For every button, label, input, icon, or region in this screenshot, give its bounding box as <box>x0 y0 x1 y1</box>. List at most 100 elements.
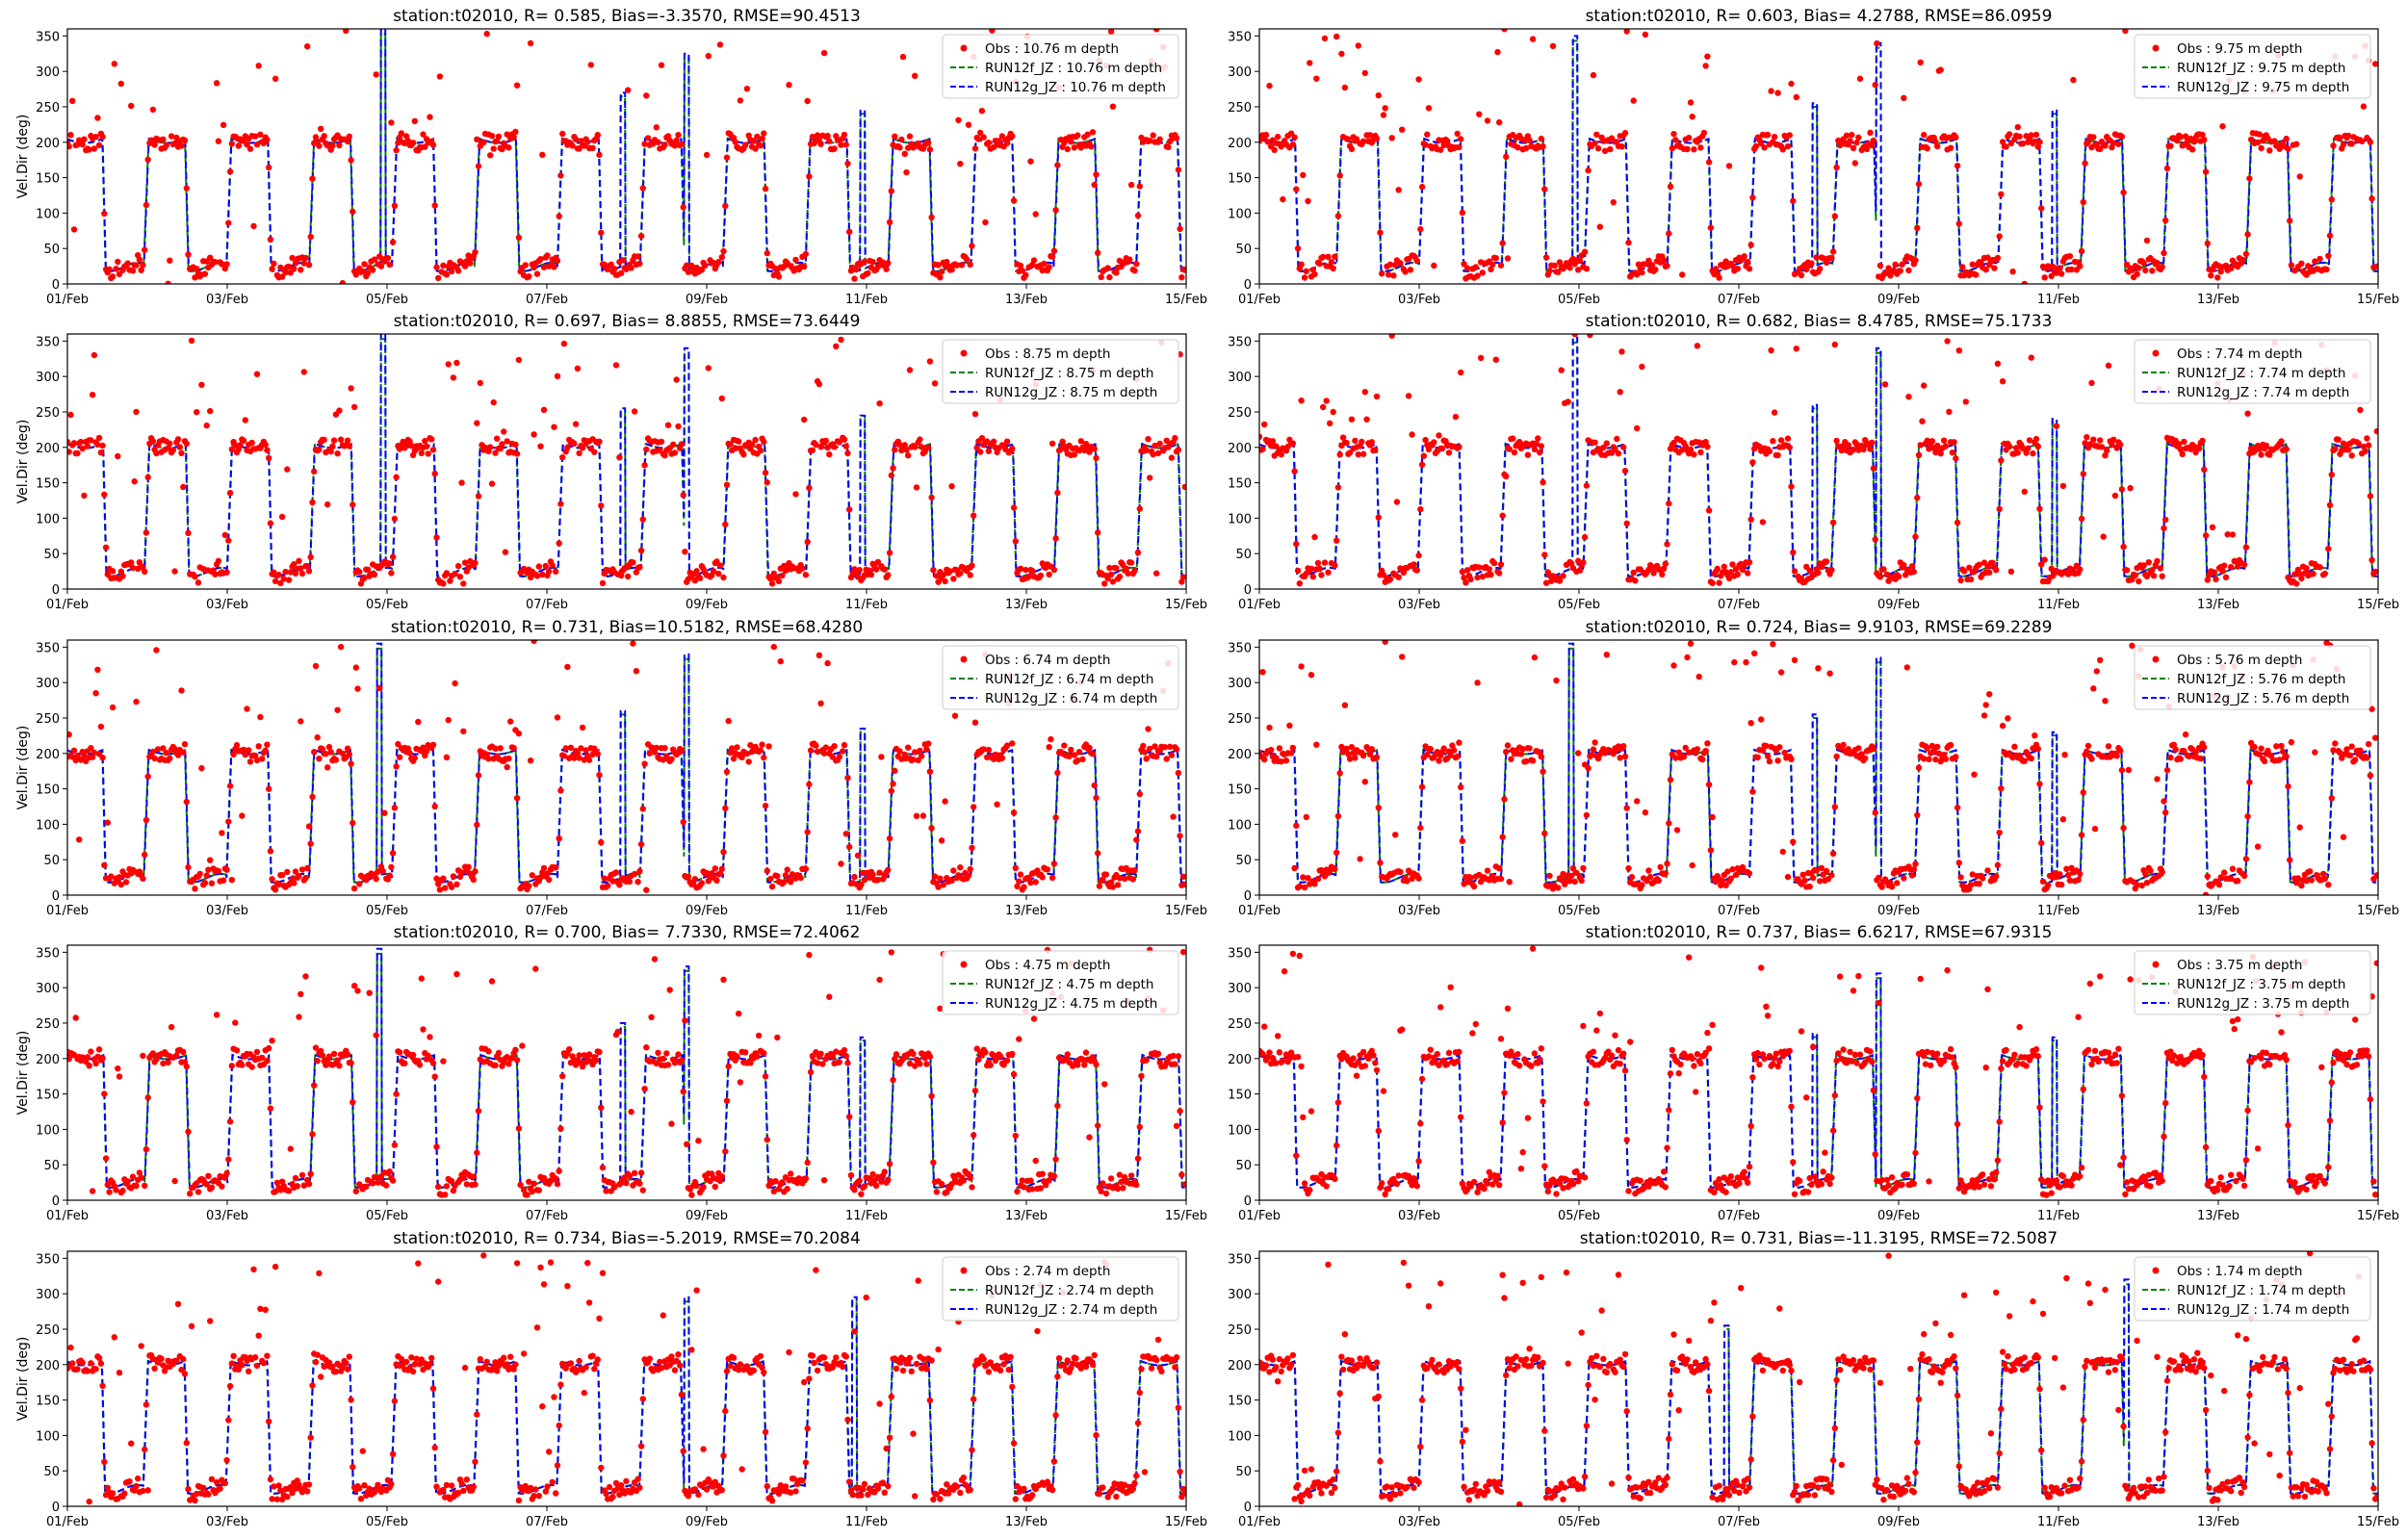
obs-point <box>1133 261 1140 268</box>
obs-point <box>2293 880 2300 886</box>
obs-point <box>804 97 811 105</box>
obs-point <box>1526 745 1533 752</box>
x-tick-label: 13/Feb <box>1005 1209 1048 1223</box>
obs-point <box>160 745 167 752</box>
obs-point <box>2177 756 2185 762</box>
obs-point <box>1993 873 2000 880</box>
obs-point <box>228 877 235 884</box>
obs-point <box>1833 164 1840 171</box>
legend-entry: RUN12f_JZ : 6.74 m depth <box>985 672 1154 687</box>
obs-point <box>564 663 571 671</box>
obs-point <box>257 713 264 721</box>
y-axis-label: Vel.Dir (deg) <box>15 115 31 199</box>
obs-point <box>1373 135 1381 142</box>
obs-point <box>1145 436 1152 443</box>
legend-marker-obs <box>960 961 968 968</box>
obs-point <box>1935 750 1943 757</box>
y-tick-label: 100 <box>1228 512 1252 526</box>
obs-point <box>226 168 234 175</box>
obs-point <box>1699 756 1706 763</box>
obs-point <box>2082 440 2088 447</box>
obs-point <box>1662 870 1669 877</box>
obs-point <box>348 1060 354 1066</box>
obs-point <box>264 447 271 453</box>
obs-point <box>1032 211 1039 218</box>
obs-point <box>881 1168 888 1175</box>
obs-point <box>765 743 772 750</box>
obs-point <box>2321 875 2328 883</box>
obs-point <box>1289 440 1297 447</box>
obs-point <box>802 1175 810 1182</box>
obs-point <box>1154 1050 1162 1058</box>
obs-point <box>111 61 118 67</box>
obs-point <box>2177 134 2185 141</box>
obs-point <box>831 743 838 750</box>
obs-point <box>628 265 634 271</box>
obs-point <box>1576 257 1584 265</box>
obs-point <box>885 866 892 874</box>
y-tick-label: 250 <box>1228 406 1252 421</box>
obs-point <box>183 185 190 192</box>
obs-point <box>797 874 804 882</box>
obs-point <box>557 1125 564 1132</box>
obs-point <box>1679 271 1686 278</box>
obs-point <box>443 754 451 760</box>
obs-point <box>1881 381 1889 388</box>
x-tick-label: 05/Feb <box>1558 293 1600 307</box>
obs-point <box>737 1079 744 1086</box>
obs-point <box>1459 209 1466 217</box>
x-tick-label: 05/Feb <box>1558 598 1600 612</box>
obs-point <box>942 798 948 805</box>
obs-point <box>1373 393 1381 400</box>
obs-point <box>1615 450 1622 457</box>
obs-point <box>248 1064 255 1070</box>
obs-point <box>266 1044 272 1052</box>
obs-point <box>1170 813 1177 820</box>
obs-point <box>311 1082 318 1089</box>
obs-point <box>630 559 636 566</box>
obs-point <box>147 137 155 143</box>
x-tick-label: 03/Feb <box>1398 293 1440 307</box>
obs-point <box>680 204 686 211</box>
obs-point <box>917 1061 923 1067</box>
obs-point <box>440 875 447 882</box>
obs-point <box>1321 35 1329 42</box>
obs-point <box>1779 848 1787 856</box>
axes-frame <box>66 944 1187 1201</box>
obs-point <box>1917 442 1924 449</box>
obs-point <box>1978 259 1984 266</box>
obs-point <box>554 1180 561 1188</box>
obs-point <box>520 1187 528 1194</box>
y-tick-label: 350 <box>36 30 60 44</box>
obs-point <box>495 1049 503 1057</box>
obs-point <box>1300 874 1307 881</box>
obs-point <box>1823 867 1830 875</box>
obs-point <box>1847 138 1853 144</box>
obs-point <box>492 745 499 752</box>
obs-point <box>1330 265 1336 271</box>
obs-point <box>1167 743 1174 750</box>
obs-point <box>990 438 997 445</box>
obs-point <box>1332 865 1338 872</box>
obs-point <box>409 140 417 146</box>
obs-point <box>1178 578 1185 585</box>
obs-point <box>1424 751 1431 758</box>
obs-point <box>435 881 442 887</box>
obs-point <box>653 124 660 131</box>
obs-point <box>2303 878 2310 885</box>
obs-point <box>775 578 783 585</box>
obs-point <box>623 1180 630 1187</box>
obs-point <box>1625 864 1632 872</box>
obs-point <box>1954 519 1961 526</box>
obs-point <box>223 569 230 576</box>
obs-point <box>401 1060 408 1066</box>
obs-point <box>1131 867 1138 874</box>
obs-point <box>89 392 96 398</box>
obs-point <box>2142 870 2149 878</box>
obs-point <box>846 506 853 513</box>
obs-point <box>2215 263 2223 270</box>
obs-point <box>1776 744 1783 751</box>
obs-point <box>1536 449 1543 456</box>
obs-point <box>1456 444 1462 450</box>
obs-point <box>1173 746 1180 753</box>
